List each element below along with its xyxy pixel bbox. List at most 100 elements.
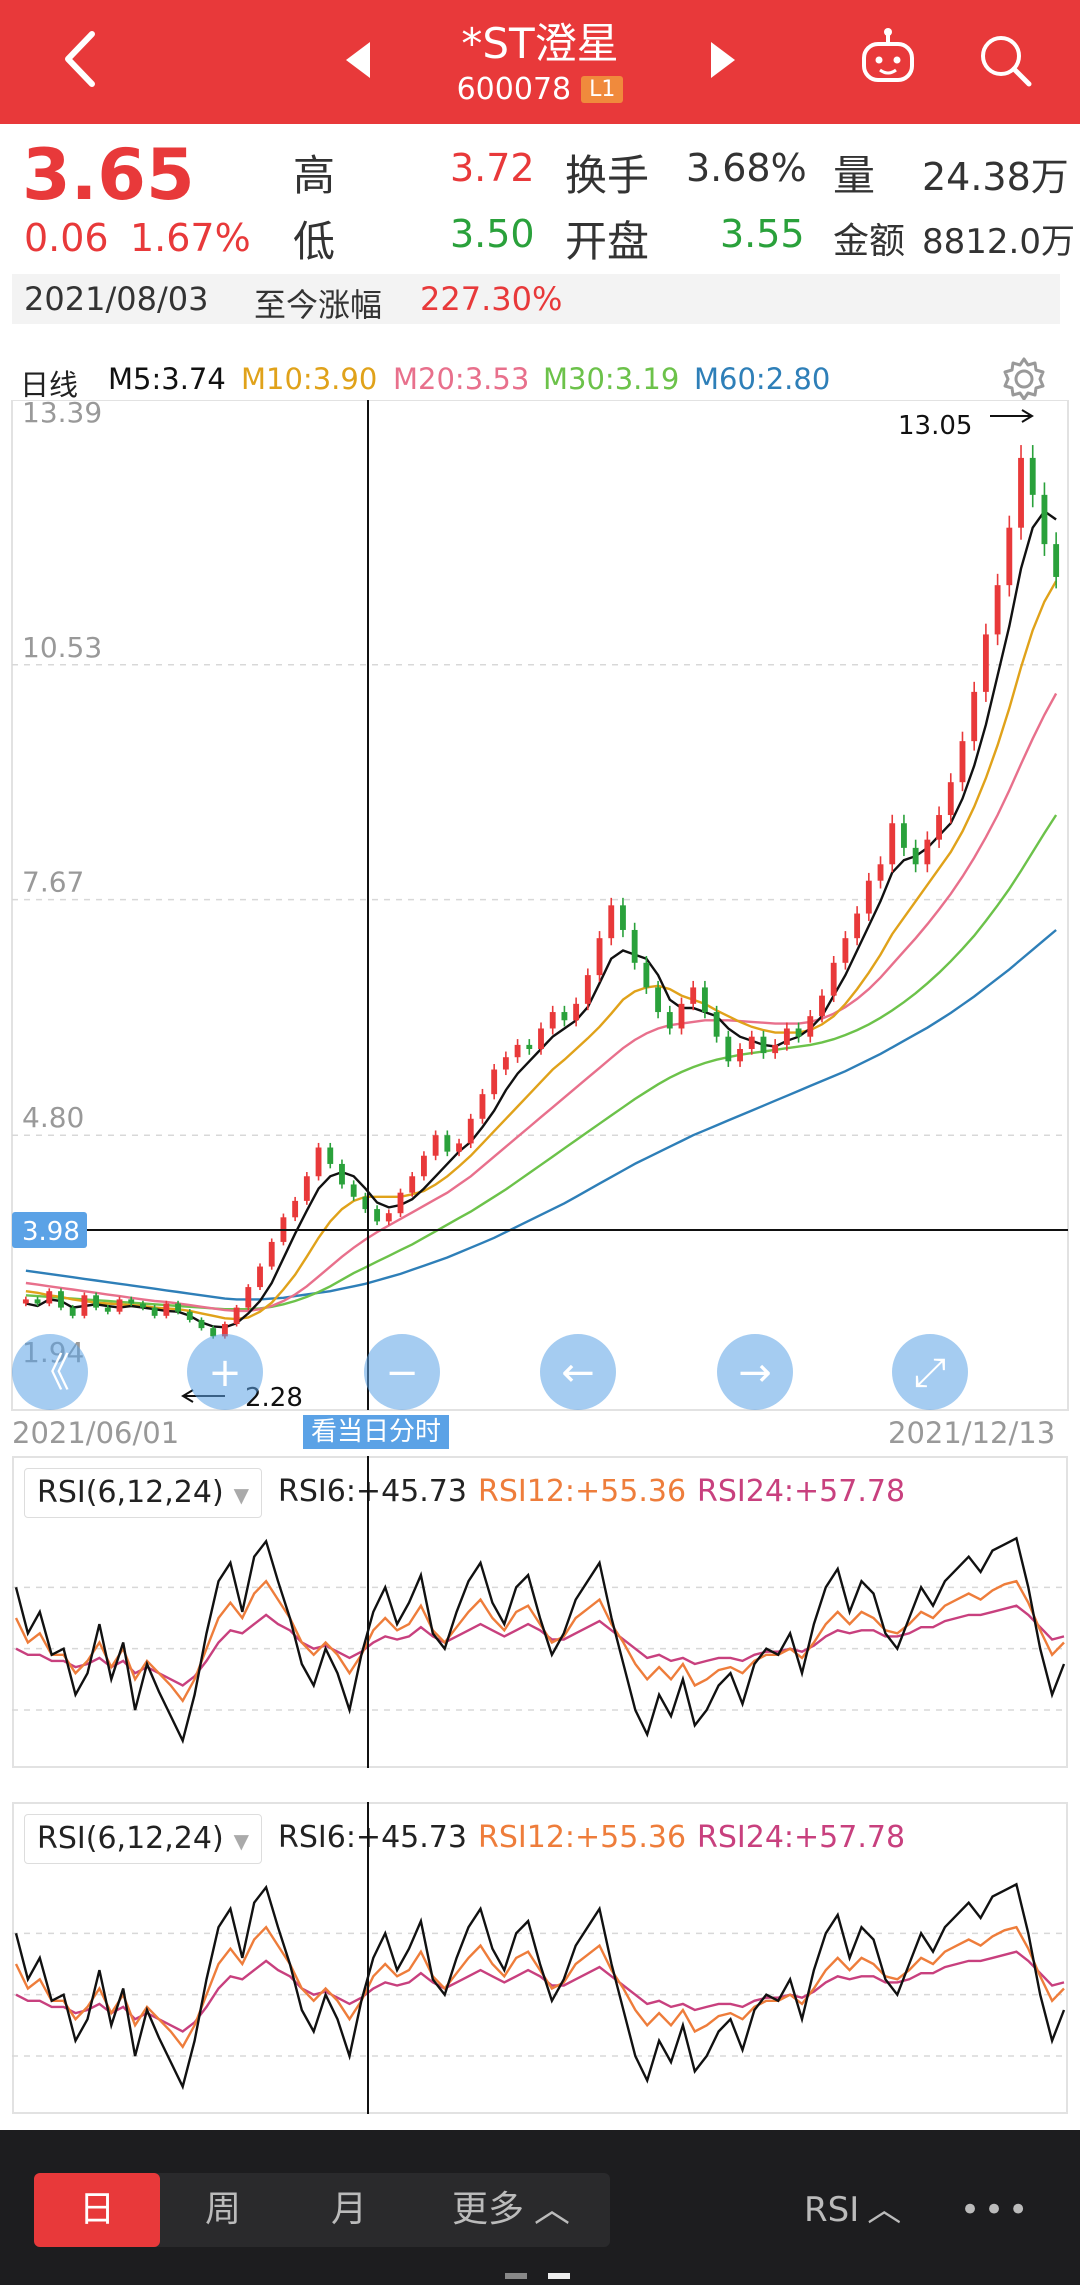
candle — [491, 1069, 498, 1095]
candle — [456, 1143, 462, 1152]
chart-grid — [12, 664, 1068, 1136]
range-info-row: 2021/08/03 至今涨幅 227.30% — [12, 274, 1060, 324]
stock-name: *ST澄星 — [461, 19, 619, 68]
zoom-in-icon[interactable]: + — [187, 1334, 263, 1410]
rsi-panel-1 — [12, 1456, 1068, 1768]
indicator-switch-label: RSI — [804, 2190, 860, 2230]
chart-frame — [11, 400, 1069, 1411]
candle — [889, 823, 896, 865]
candle — [479, 1094, 486, 1119]
indicator-switch[interactable]: RSI ︿ — [804, 2173, 901, 2247]
rsi-indicator-select-1[interactable]: RSI(6,12,24) ▼ — [24, 1468, 263, 1518]
candle — [1006, 527, 1013, 586]
tab-day[interactable]: 日 — [34, 2173, 160, 2247]
stock-code: 600078 — [456, 72, 572, 107]
search-icon[interactable] — [975, 30, 1035, 90]
settings-gear-icon[interactable] — [1000, 355, 1048, 403]
view-intraday-button[interactable]: 看当日分时 — [303, 1415, 450, 1449]
candle — [912, 847, 919, 865]
candle — [128, 1299, 135, 1304]
candle — [362, 1196, 369, 1210]
y-tick-label: 4.80 — [22, 1101, 84, 1134]
candle — [151, 1307, 158, 1316]
arrow-left-icon[interactable]: ← — [540, 1334, 616, 1410]
rsi-chart-2[interactable] — [12, 1802, 1068, 2114]
rsi-indicator-select-2[interactable]: RSI(6,12,24) ▼ — [24, 1814, 263, 1864]
period-label[interactable]: 日线 — [20, 368, 79, 402]
candle — [467, 1118, 474, 1144]
chart-nav-buttons: 《 + − ← → ⤢ — [12, 1334, 968, 1410]
candle — [350, 1184, 357, 1197]
rsi-indicator-label: RSI(6,12,24) — [37, 1821, 224, 1856]
back-icon[interactable] — [52, 24, 112, 94]
rsi-chart-1[interactable] — [12, 1456, 1068, 1768]
candle — [737, 1049, 743, 1062]
robot-assistant-icon[interactable] — [858, 26, 918, 90]
ma10-line — [25, 580, 1058, 1321]
crosshair-price-badge — [12, 1212, 87, 1248]
candle — [58, 1291, 64, 1308]
tab-more-label: 更多 — [451, 2189, 524, 2230]
candle — [854, 913, 861, 939]
candle — [819, 995, 825, 1017]
candle — [620, 905, 626, 930]
candle — [924, 839, 931, 865]
x-end-label: 2021/12/13 — [888, 1416, 1056, 1450]
since-value: 227.30% — [420, 280, 563, 318]
price-change-pct: 1.67% — [130, 216, 251, 260]
ma5-label: M5:3.74 — [108, 362, 226, 396]
level-badge: L1 — [581, 76, 624, 103]
candles — [22, 445, 1060, 1339]
candle — [538, 1028, 544, 1050]
tab-week[interactable]: 周 — [204, 2189, 241, 2230]
candle — [643, 962, 650, 988]
candle — [760, 1036, 767, 1054]
candle — [104, 1307, 111, 1312]
candle — [432, 1135, 439, 1156]
volume-label: 量 — [833, 151, 876, 200]
price-change: 0.06 — [24, 216, 109, 260]
crosshair-price: 3.98 — [22, 1217, 80, 1247]
expand-icon[interactable]: ⤢ — [892, 1334, 968, 1410]
next-stock-icon[interactable] — [705, 38, 741, 82]
candle — [22, 1299, 29, 1304]
candle — [772, 1044, 779, 1054]
candle — [315, 1147, 322, 1177]
high-value: 3.72 — [450, 146, 535, 190]
ma20-label: M20:3.53 — [393, 362, 530, 396]
candle — [198, 1319, 205, 1329]
candle — [631, 929, 638, 963]
rsi12-value-1: RSI12:+55.36 — [478, 1474, 687, 1509]
candle — [573, 1003, 580, 1021]
high-label: 高 — [293, 151, 336, 200]
candle — [807, 1016, 814, 1037]
selected-date: 2021/08/03 — [24, 280, 209, 318]
candle — [690, 987, 697, 1004]
amount-label: 金额 — [833, 221, 906, 262]
candle — [210, 1328, 217, 1337]
candle — [666, 1012, 673, 1029]
more-menu-icon[interactable]: ••• — [960, 2190, 1033, 2230]
y-tick-label: 7.67 — [22, 866, 84, 899]
zoom-out-icon[interactable]: − — [364, 1334, 440, 1410]
candle — [444, 1135, 451, 1152]
candle — [303, 1176, 310, 1201]
candle — [140, 1303, 146, 1308]
period-tabs: 日 周 月 更多 ︿ — [34, 2173, 610, 2247]
candle — [842, 938, 849, 963]
candle — [34, 1299, 41, 1304]
candle — [1041, 494, 1048, 545]
since-label: 至今涨幅 — [254, 286, 383, 324]
candle — [502, 1057, 509, 1070]
tab-more[interactable]: 更多 ︿ — [412, 2173, 610, 2247]
candle — [327, 1147, 334, 1164]
zoom-out-page-icon[interactable]: 《 — [12, 1334, 88, 1410]
prev-stock-icon[interactable] — [340, 38, 376, 82]
open-label: 开盘 — [565, 217, 650, 266]
open-value: 3.55 — [720, 212, 805, 256]
tab-month[interactable]: 月 — [330, 2189, 367, 2230]
arrow-right-icon[interactable]: → — [717, 1334, 793, 1410]
app-header: *ST澄星 600078 L1 — [0, 0, 1080, 124]
